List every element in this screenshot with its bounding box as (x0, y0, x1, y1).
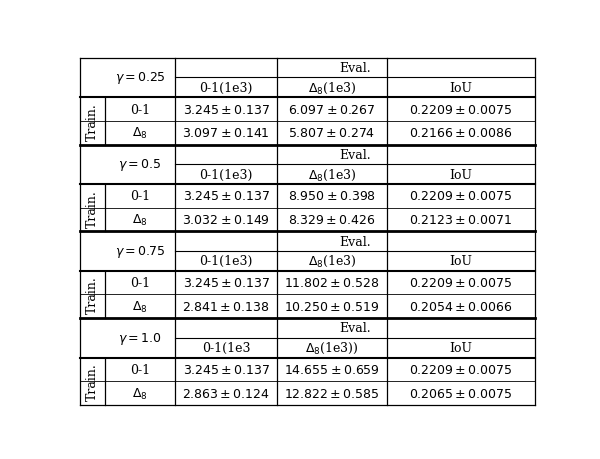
Text: $\Delta_8$: $\Delta_8$ (132, 213, 148, 228)
Text: $\Delta_8$(1e3): $\Delta_8$(1e3) (308, 80, 356, 96)
Text: $5.807\pm0.274$: $5.807\pm0.274$ (289, 127, 376, 140)
Text: Train.: Train. (86, 103, 99, 140)
Text: $2.841\pm0.138$: $2.841\pm0.138$ (182, 300, 270, 313)
Text: $14.655\pm0.659$: $14.655\pm0.659$ (284, 363, 380, 376)
Text: $11.802\pm0.528$: $11.802\pm0.528$ (284, 276, 380, 290)
Text: Train.: Train. (86, 276, 99, 313)
Text: $\Delta_8$(1e3): $\Delta_8$(1e3) (308, 167, 356, 182)
Text: $\gamma = 1.0$: $\gamma = 1.0$ (118, 330, 162, 346)
Text: $\Delta_8$: $\Delta_8$ (132, 299, 148, 314)
Text: 0-1: 0-1 (130, 103, 150, 116)
Text: $10.250\pm0.519$: $10.250\pm0.519$ (284, 300, 380, 313)
Text: IoU: IoU (449, 168, 472, 181)
Text: 0-1(1e3): 0-1(1e3) (199, 168, 253, 181)
Text: $0.2209\pm0.0075$: $0.2209\pm0.0075$ (409, 363, 512, 376)
Text: $\Delta_8$(1e3)): $\Delta_8$(1e3)) (305, 340, 359, 355)
Text: $0.2209\pm0.0075$: $0.2209\pm0.0075$ (409, 276, 512, 290)
Text: $6.097\pm0.267$: $6.097\pm0.267$ (289, 103, 376, 116)
Text: $0.2209\pm0.0075$: $0.2209\pm0.0075$ (409, 190, 512, 203)
Text: $3.245\pm0.137$: $3.245\pm0.137$ (182, 276, 270, 290)
Text: $2.863\pm0.124$: $2.863\pm0.124$ (182, 386, 270, 400)
Text: $8.950\pm0.398$: $8.950\pm0.398$ (288, 190, 376, 203)
Text: $12.822\pm0.585$: $12.822\pm0.585$ (284, 386, 380, 400)
Text: 0-1: 0-1 (130, 276, 150, 290)
Text: Eval.: Eval. (340, 322, 371, 335)
Text: $\Delta_8$: $\Delta_8$ (132, 126, 148, 141)
Text: $\gamma = 0.25$: $\gamma = 0.25$ (115, 70, 166, 86)
Text: Train.: Train. (86, 190, 99, 227)
Text: $3.097\pm0.141$: $3.097\pm0.141$ (182, 127, 270, 140)
Text: Train.: Train. (86, 363, 99, 400)
Text: 0-1(1e3): 0-1(1e3) (199, 255, 253, 268)
Text: $0.2166\pm0.0086$: $0.2166\pm0.0086$ (409, 127, 512, 140)
Text: $0.2209\pm0.0075$: $0.2209\pm0.0075$ (409, 103, 512, 116)
Text: $\gamma = 0.5$: $\gamma = 0.5$ (118, 157, 162, 173)
Text: $8.329\pm0.426$: $8.329\pm0.426$ (288, 213, 376, 226)
Text: IoU: IoU (449, 82, 472, 95)
Text: Eval.: Eval. (340, 149, 371, 162)
Text: IoU: IoU (449, 341, 472, 354)
Text: $3.245\pm0.137$: $3.245\pm0.137$ (182, 363, 270, 376)
Text: $\Delta_8$: $\Delta_8$ (132, 386, 148, 401)
Text: 0-1: 0-1 (130, 363, 150, 376)
Text: $0.2054\pm0.0066$: $0.2054\pm0.0066$ (409, 300, 512, 313)
Text: 0-1: 0-1 (130, 190, 150, 203)
Text: $\Delta_8$(1e3): $\Delta_8$(1e3) (308, 254, 356, 269)
Text: Eval.: Eval. (340, 62, 371, 75)
Text: IoU: IoU (449, 255, 472, 268)
Text: $0.2065\pm0.0075$: $0.2065\pm0.0075$ (409, 386, 512, 400)
Text: 0-1(1e3: 0-1(1e3 (202, 341, 250, 354)
Text: $3.032\pm0.149$: $3.032\pm0.149$ (182, 213, 270, 226)
Text: $3.245\pm0.137$: $3.245\pm0.137$ (182, 103, 270, 116)
Text: Eval.: Eval. (340, 235, 371, 248)
Text: $\gamma = 0.75$: $\gamma = 0.75$ (115, 243, 166, 259)
Text: $0.2123\pm0.0071$: $0.2123\pm0.0071$ (409, 213, 512, 226)
Text: 0-1(1e3): 0-1(1e3) (199, 82, 253, 95)
Text: $3.245\pm0.137$: $3.245\pm0.137$ (182, 190, 270, 203)
